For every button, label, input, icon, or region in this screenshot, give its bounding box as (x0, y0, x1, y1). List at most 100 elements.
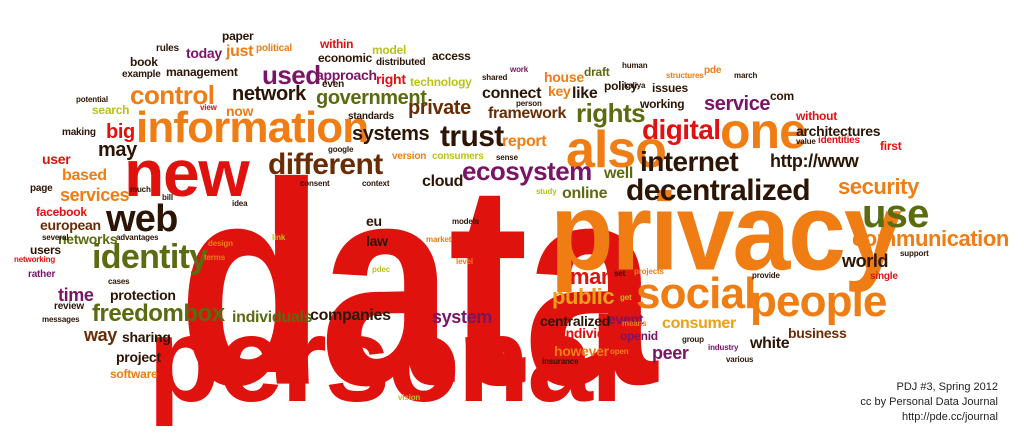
word-new: new (124, 136, 250, 210)
word-kaliya: kaliya (624, 81, 646, 90)
credit-line-url: http://pde.cc/journal (901, 411, 998, 423)
word-example: example (122, 69, 161, 80)
word-study: study (536, 187, 557, 196)
word-use: use (862, 192, 929, 236)
word-advantages: advantages (116, 233, 159, 242)
word-consumers: consumers (432, 151, 484, 162)
word-provide: provide (752, 271, 780, 280)
word-pde: pde (704, 65, 722, 76)
word-pdec: pdec (372, 265, 391, 274)
word-well: well (604, 165, 633, 182)
word-one: one (720, 103, 807, 159)
word-structures: structures (666, 71, 704, 80)
word-paper: paper (222, 29, 254, 43)
word-white: white (750, 335, 790, 352)
word-identities: identities (818, 135, 860, 146)
word-vision: vision (398, 393, 421, 402)
word-protection: protection (110, 287, 176, 303)
word-people: people (750, 277, 887, 326)
word-private: private (408, 97, 471, 119)
word-world: world (842, 251, 889, 271)
word-now: now (226, 103, 254, 119)
word-several: several (42, 233, 69, 242)
word-projects: projects (634, 267, 664, 276)
word-context: context (362, 179, 390, 188)
word-online: online (562, 185, 608, 202)
word-sharing: sharing (122, 329, 171, 345)
word-potential: potential (76, 95, 108, 104)
word-rather: rather (28, 269, 56, 280)
word-right: right (376, 71, 406, 87)
word-model: model (372, 43, 407, 57)
word-control: control (130, 80, 215, 110)
word-first: first (880, 139, 902, 153)
word-trust: trust (440, 120, 504, 153)
word-key: key (548, 83, 571, 99)
word-digital: digital (642, 114, 721, 145)
word-draft: draft (584, 65, 610, 79)
word-privacy: privacy (550, 171, 902, 294)
word-distributed: distributed (376, 57, 426, 68)
word-users: users (30, 243, 61, 257)
word-review: review (54, 301, 84, 312)
word-way: way (84, 325, 117, 345)
word-even: even (322, 79, 344, 90)
word-architectures: architectures (796, 123, 881, 139)
word-get: get (620, 293, 632, 302)
word-centralized: centralized (540, 313, 611, 329)
word-event: event (608, 311, 644, 327)
word-business: business (788, 325, 847, 341)
word-political: political (256, 43, 292, 54)
word-individual: individual (562, 325, 625, 341)
word-work: work (510, 65, 529, 74)
word-services: services (60, 185, 130, 205)
word-eu: eu (366, 213, 382, 229)
word-open: open (610, 347, 629, 356)
word-idea: idea (232, 199, 248, 208)
word-bill: bill (162, 193, 173, 202)
word-human: human (622, 61, 648, 70)
word-framework: framework (488, 105, 567, 122)
word-however: however (554, 343, 609, 359)
word-google: google (328, 145, 354, 154)
word-messages: messages (42, 315, 80, 324)
word-used: used (262, 60, 321, 90)
word-companies: companies (310, 307, 391, 324)
word-personal: personal (148, 292, 623, 428)
credit-line-edition: PDJ #3, Spring 2012 (896, 381, 998, 393)
word-technology: technology (410, 75, 472, 89)
word-networking: networking (14, 255, 56, 264)
word-internet: internet (640, 146, 739, 177)
word-peer: peer (652, 343, 689, 363)
word-without: without (796, 109, 837, 123)
word-terms: terms (204, 253, 225, 262)
word-person: person (516, 99, 542, 108)
word-like: like (572, 85, 598, 102)
word-network: network (232, 83, 306, 105)
word-government: government (316, 87, 427, 109)
word-http-www: http://www (770, 151, 859, 171)
word-european: european (40, 217, 101, 233)
word-various: various (726, 355, 754, 364)
word-cloud: data privacy personal new information one also… (14, 29, 1009, 428)
word-connect: connect (482, 85, 542, 102)
word-models: models (452, 217, 480, 226)
word-com: com (770, 89, 794, 103)
word-version: version (392, 151, 427, 162)
credit-line-license: cc by Personal Data Journal (860, 396, 998, 408)
word-identity: identity (92, 238, 208, 276)
word-house: house (544, 69, 584, 85)
word-cases: cases (108, 277, 130, 286)
word-cloud: cloud (422, 173, 464, 190)
word-book: book (130, 55, 158, 69)
word-law: law (366, 233, 388, 249)
word-consumer: consumer (662, 315, 736, 332)
word-standards: standards (348, 111, 394, 122)
word-market: market (426, 235, 452, 244)
word-big: big (106, 121, 135, 143)
word-view: view (200, 103, 217, 112)
word-group: group (682, 335, 704, 344)
word-rules: rules (156, 43, 179, 54)
word-individuals: individuals (232, 309, 313, 326)
word-page: page (30, 183, 53, 194)
